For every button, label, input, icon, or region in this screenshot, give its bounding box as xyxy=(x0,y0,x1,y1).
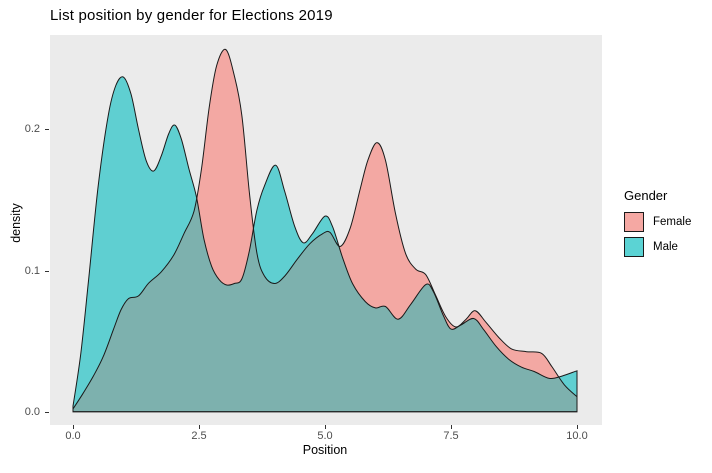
y-tick-mark xyxy=(45,129,49,131)
y-tick-label: 0.2 xyxy=(24,123,40,136)
legend-label-male: Male xyxy=(653,241,678,253)
legend-item-female: Female xyxy=(624,212,691,232)
female-density-outline xyxy=(72,48,578,413)
y-tick-label: 0.0 xyxy=(24,405,40,418)
y-tick-mark xyxy=(45,270,49,272)
male-density-outline xyxy=(72,76,578,413)
x-tick-mark xyxy=(577,425,578,429)
y-axis-label: density xyxy=(9,203,23,243)
x-tick-mark xyxy=(73,425,74,429)
x-tick-mark xyxy=(325,425,326,429)
x-tick-label: 2.5 xyxy=(191,430,207,442)
x-tick-label: 10.0 xyxy=(566,430,588,442)
legend-swatch-female xyxy=(624,212,644,232)
y-tick-label: 0.1 xyxy=(24,264,40,277)
overlap-density-area xyxy=(73,76,577,412)
x-tick-label: 5.0 xyxy=(317,430,333,442)
legend-label-female: Female xyxy=(653,216,692,228)
legend: Gender Female Male xyxy=(624,188,691,262)
chart-title: List position by gender for Elections 20… xyxy=(50,7,333,24)
plot-panel xyxy=(50,35,602,425)
x-axis-label: Position xyxy=(302,443,348,457)
x-tick-label: 7.5 xyxy=(443,430,459,442)
x-tick-label: 0.0 xyxy=(65,430,81,442)
legend-swatch-male xyxy=(624,237,644,257)
legend-item-male: Male xyxy=(624,237,691,257)
y-tick-mark xyxy=(45,411,49,413)
density-plot-svg xyxy=(72,48,578,413)
x-tick-mark xyxy=(451,425,452,429)
x-tick-mark xyxy=(199,425,200,429)
legend-title: Gender xyxy=(624,188,668,203)
